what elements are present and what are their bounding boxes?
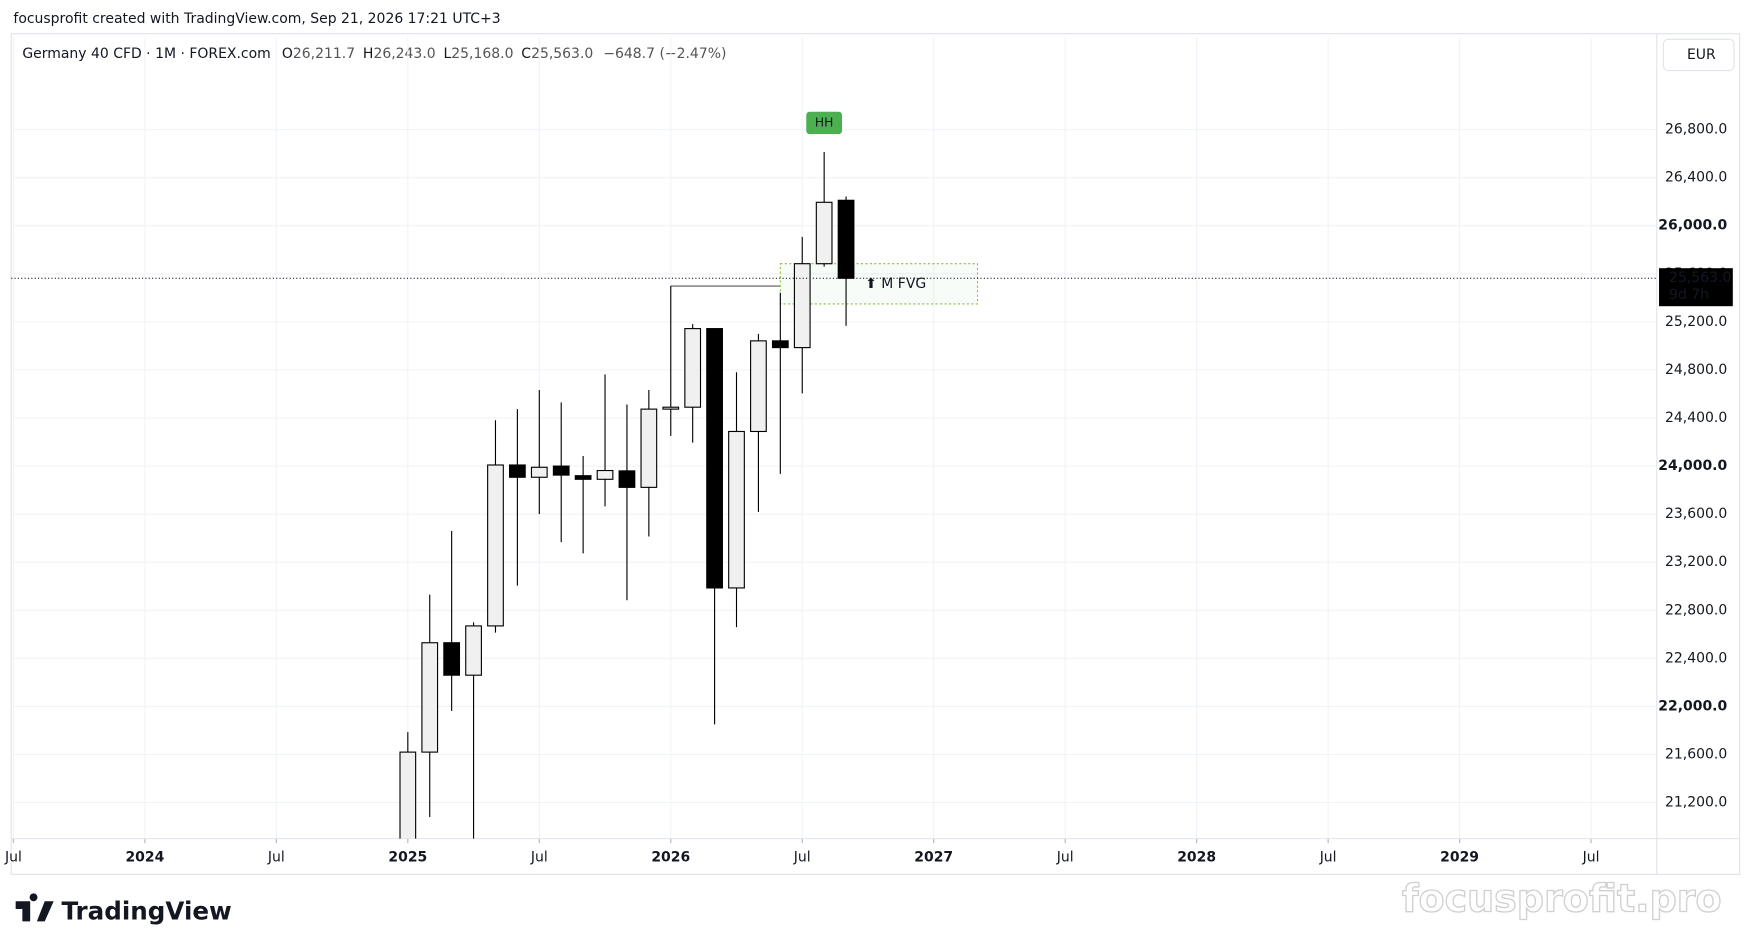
y-tick-label: 26,400.0 — [1665, 170, 1727, 186]
candle-body — [793, 263, 811, 349]
candle-body — [530, 466, 548, 478]
x-tick-label: Jul — [530, 850, 548, 866]
x-tick-label: 2025 — [388, 850, 427, 866]
candle-body — [465, 625, 482, 676]
plot: ⬆ M FVG HH — [399, 111, 979, 839]
credit: focusprofit created with TradingView.com… — [13, 11, 500, 27]
candle-body — [574, 475, 592, 480]
hh-badge — [806, 111, 843, 135]
candle-body — [640, 408, 658, 488]
l-label: L — [443, 46, 451, 62]
x-tick-label: Jul — [1056, 850, 1074, 866]
x-tick-label: 2027 — [914, 850, 953, 866]
fvg-label: ⬆ M FVG — [865, 276, 926, 292]
candle-body — [750, 340, 767, 433]
chart-frame — [10, 33, 1741, 875]
price-label: 25,563.0 — [1669, 270, 1731, 286]
h-label: H — [363, 46, 374, 62]
candle-body — [443, 642, 461, 676]
currency-button[interactable] — [1662, 38, 1735, 72]
candle-body — [618, 470, 636, 488]
price-label-box — [1659, 268, 1733, 307]
candle-body — [728, 430, 745, 589]
candle-body — [837, 199, 855, 279]
c-value: 25,563.0 — [531, 46, 593, 62]
x-tick-label: Jul — [267, 850, 285, 866]
o-label: O — [282, 46, 293, 62]
x-tick-label: Jul — [4, 850, 22, 866]
change: −648.7 (−2.47%) — [603, 46, 726, 62]
candle-body — [706, 328, 723, 589]
symbol: Germany 40 CFD · 1M · FOREX.com — [22, 46, 270, 62]
x-tick-label: Jul — [1582, 850, 1600, 866]
y-tick-label: 23,200.0 — [1665, 554, 1727, 570]
fvg-box — [779, 263, 979, 305]
watermark: focusprofit.pro — [1402, 877, 1722, 921]
x-tick-label: 2026 — [651, 850, 690, 866]
y-tick-label: 26,800.0 — [1665, 122, 1727, 138]
y-tick-label: 24,000.0 — [1658, 458, 1727, 474]
candle-body — [552, 465, 570, 476]
candle-body — [684, 328, 702, 408]
l-value: 25,168.0 — [451, 46, 513, 62]
legend: Germany 40 CFD · 1M · FOREX.com O26,211.… — [22, 46, 726, 62]
h-value: 26,243.0 — [373, 46, 435, 62]
candle-body — [771, 340, 789, 349]
x-tick-label: Jul — [793, 850, 811, 866]
candle-body — [487, 464, 504, 627]
candle-body — [815, 201, 833, 265]
candle-body — [662, 406, 680, 410]
tv-logo-text: TradingView — [61, 896, 231, 925]
y-tick-label: 24,800.0 — [1665, 362, 1727, 378]
currency[interactable]: EUR — [1687, 47, 1716, 63]
y-tick-label: 26,000.0 — [1658, 218, 1727, 234]
y-tick-label: 21,200.0 — [1665, 795, 1727, 811]
x-tick-label: 2024 — [125, 850, 164, 866]
y-tick-label: 25,200.0 — [1665, 314, 1727, 330]
x-tick-label: 2028 — [1177, 850, 1216, 866]
o-value: 26,211.7 — [293, 46, 355, 62]
candle-body — [399, 751, 417, 839]
countdown: 9d 7h — [1669, 287, 1709, 303]
hh-label: HH — [815, 115, 833, 129]
tv-logo: TradingView — [15, 893, 232, 925]
y-tick-label: 24,400.0 — [1665, 410, 1727, 426]
candle-body — [596, 469, 614, 480]
y-tick-label: 23,600.0 — [1665, 506, 1727, 522]
y-tick-label: 22,800.0 — [1665, 602, 1727, 618]
c-label: C — [521, 46, 531, 62]
candle-body — [421, 642, 439, 753]
y-tick-label: 22,400.0 — [1665, 650, 1727, 666]
candle-body — [509, 464, 526, 478]
x-tick-label: 2029 — [1440, 850, 1479, 866]
x-tick-label: Jul — [1319, 850, 1337, 866]
y-tick-label: 22,000.0 — [1658, 698, 1727, 714]
y-tick-label: 21,600.0 — [1665, 747, 1727, 763]
